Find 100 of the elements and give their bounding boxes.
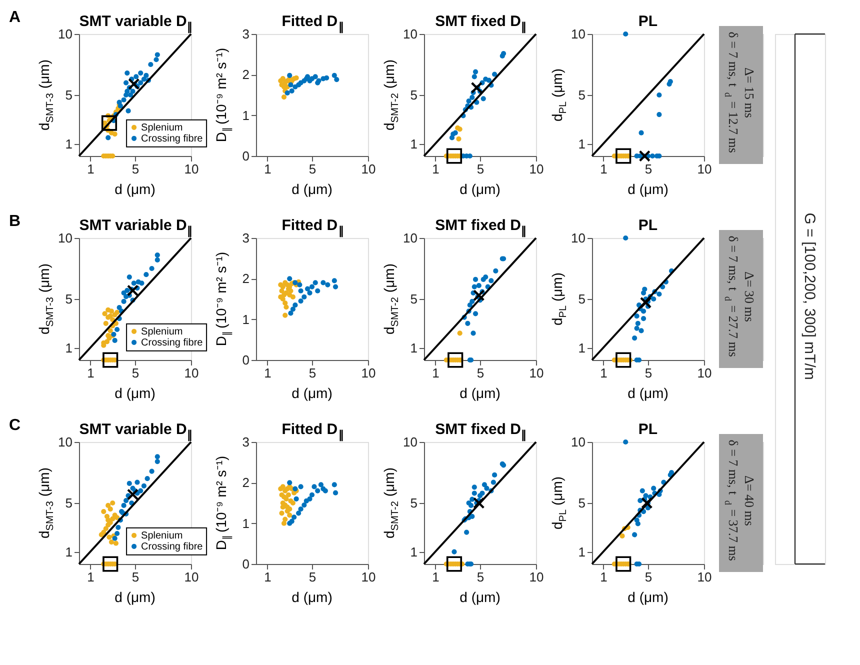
x-tick-label: 10 bbox=[361, 366, 376, 380]
x-tick-label: 5 bbox=[308, 366, 316, 380]
x-axis-title: d (μm) bbox=[628, 181, 668, 197]
legend-label: Crossing fibre bbox=[141, 541, 204, 552]
chart-title: Fitted D∥ bbox=[282, 421, 344, 442]
x-tick-label: 10 bbox=[361, 570, 376, 584]
y-tick-label: 1 bbox=[242, 516, 250, 531]
y-tick-label: 5 bbox=[410, 496, 418, 510]
legend-label: Crossing fibre bbox=[141, 337, 204, 348]
y-tick-label: 2 bbox=[242, 271, 250, 286]
x-tick-label: 10 bbox=[184, 570, 199, 584]
x-tick-label: 5 bbox=[476, 162, 484, 176]
y-tick-label: 5 bbox=[410, 292, 418, 306]
y-tick-label: 3 bbox=[242, 230, 250, 246]
chart-title: SMT variable D∥ bbox=[79, 13, 193, 34]
x-tick-label: 10 bbox=[529, 162, 544, 176]
y-tick-label: 5 bbox=[65, 88, 72, 102]
x-tick-label: 1 bbox=[600, 162, 608, 176]
legend-label: Splenium bbox=[141, 530, 183, 542]
y-tick-label: 1 bbox=[65, 544, 72, 560]
y-tick-label: 3 bbox=[242, 26, 250, 42]
y-axis-title: dSMT-2 (μm) bbox=[381, 60, 402, 130]
chart-title: SMT fixed D∥ bbox=[435, 217, 527, 238]
x-axis-title: d (μm) bbox=[292, 589, 332, 605]
chart-title: PL bbox=[638, 13, 658, 30]
x-tick-label: 5 bbox=[308, 162, 316, 176]
chart-title: PL bbox=[638, 217, 658, 234]
y-tick-label: 1 bbox=[242, 312, 250, 327]
x-axis-title: d (μm) bbox=[460, 589, 500, 605]
chart-title: SMT fixed D∥ bbox=[435, 421, 527, 442]
x-tick-label: 10 bbox=[529, 366, 544, 380]
y-tick-label: 2 bbox=[242, 67, 250, 82]
y-tick-label: 1 bbox=[578, 136, 586, 152]
y-tick-label: 0 bbox=[242, 148, 250, 164]
y-tick-label: 10 bbox=[571, 26, 586, 42]
y-tick-label: 3 bbox=[242, 434, 250, 450]
y-tick-label: 10 bbox=[403, 26, 418, 42]
x-tick-label: 1 bbox=[87, 162, 94, 176]
y-tick-label: 10 bbox=[58, 434, 72, 450]
legend-label: Crossing fibre bbox=[141, 133, 204, 144]
x-tick-label: 5 bbox=[132, 162, 140, 176]
x-axis-title: d (μm) bbox=[628, 385, 668, 401]
chart-title: SMT fixed D∥ bbox=[435, 13, 527, 34]
x-tick-label: 1 bbox=[432, 570, 440, 584]
legend-label: Splenium bbox=[141, 122, 183, 134]
x-tick-label: 5 bbox=[644, 162, 652, 176]
text: G = [100,200, 300] mT/m bbox=[801, 212, 818, 380]
y-tick-label: 10 bbox=[403, 230, 418, 246]
x-tick-label: 1 bbox=[600, 366, 608, 380]
y-axis-title: dSMT-2 (μm) bbox=[381, 468, 402, 538]
x-axis-title: d (μm) bbox=[292, 385, 332, 401]
x-axis-title: d (μm) bbox=[460, 385, 500, 401]
chart-title: PL bbox=[638, 421, 658, 438]
x-tick-label: 1 bbox=[264, 162, 272, 176]
y-tick-label: 1 bbox=[65, 340, 72, 356]
y-tick-label: 1 bbox=[65, 136, 72, 152]
x-tick-label: 1 bbox=[87, 366, 94, 380]
legend-label: Splenium bbox=[141, 326, 183, 338]
y-tick-label: 5 bbox=[578, 496, 586, 510]
y-tick-label: 1 bbox=[410, 136, 418, 152]
x-axis-title: d (μm) bbox=[292, 181, 332, 197]
x-tick-label: 10 bbox=[184, 162, 199, 176]
y-axis-title: D∥ (10⁻⁹ m² s⁻¹) bbox=[213, 48, 234, 142]
x-axis-title: d (μm) bbox=[628, 589, 668, 605]
y-tick-label: 10 bbox=[58, 230, 72, 246]
chart-title: SMT variable D∥ bbox=[79, 217, 193, 238]
text: δ = 7 ms, td = 27.7 ms bbox=[722, 236, 741, 357]
x-tick-label: 5 bbox=[644, 366, 652, 380]
chart-title: Fitted D∥ bbox=[282, 217, 344, 238]
y-tick-label: 1 bbox=[578, 340, 586, 356]
x-axis-title: d (μm) bbox=[460, 181, 500, 197]
x-axis-title: d (μm) bbox=[114, 385, 156, 401]
x-tick-label: 5 bbox=[132, 570, 140, 584]
y-axis-title: dSMT-3 (μm) bbox=[36, 468, 56, 538]
text: δ = 7 ms, td = 37.7 ms bbox=[722, 440, 741, 561]
chart-title: SMT variable D∥ bbox=[79, 421, 193, 442]
chart-title: Fitted D∥ bbox=[282, 13, 344, 34]
y-axis-title: D∥ (10⁻⁹ m² s⁻¹) bbox=[213, 252, 234, 346]
y-tick-label: 10 bbox=[571, 230, 586, 246]
text: B bbox=[9, 213, 21, 230]
text: C bbox=[9, 417, 21, 434]
x-tick-label: 5 bbox=[132, 366, 140, 380]
x-tick-label: 5 bbox=[644, 570, 652, 584]
x-tick-label: 1 bbox=[87, 570, 94, 584]
y-axis-title: dSMT-3 (μm) bbox=[36, 60, 56, 130]
y-tick-label: 1 bbox=[410, 340, 418, 356]
x-tick-label: 10 bbox=[529, 570, 544, 584]
x-tick-label: 5 bbox=[476, 366, 484, 380]
y-tick-label: 5 bbox=[65, 496, 72, 510]
x-axis-title: d (μm) bbox=[114, 181, 156, 197]
x-tick-label: 1 bbox=[264, 366, 272, 380]
y-axis-title: dPL (μm) bbox=[549, 272, 570, 326]
y-tick-label: 10 bbox=[58, 26, 72, 42]
x-tick-label: 1 bbox=[264, 570, 272, 584]
text: A bbox=[9, 9, 21, 26]
y-tick-label: 5 bbox=[578, 88, 586, 102]
x-tick-label: 5 bbox=[308, 570, 316, 584]
y-tick-label: 1 bbox=[242, 108, 250, 123]
y-tick-label: 10 bbox=[571, 434, 586, 450]
text: Δ= 30 ms bbox=[742, 272, 757, 322]
